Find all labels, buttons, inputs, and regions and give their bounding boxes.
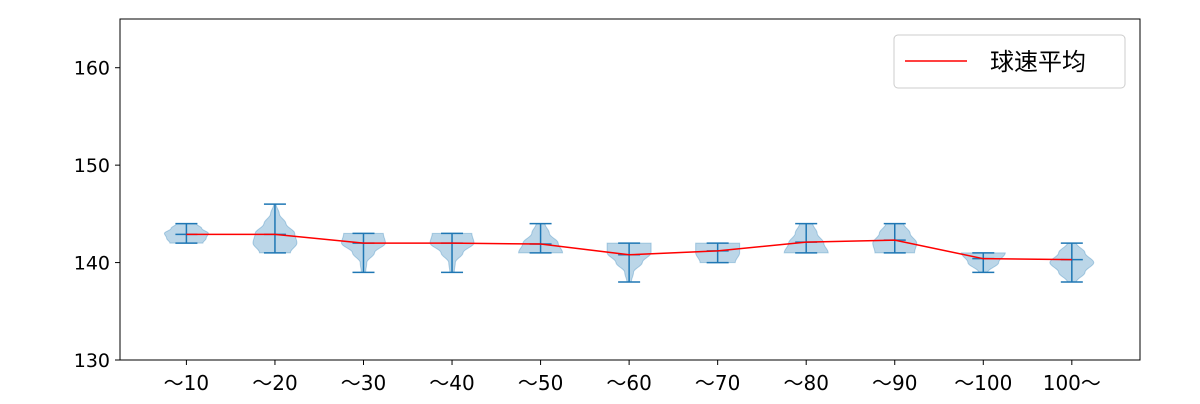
y-axis: 130 140 150 160 [74, 58, 120, 372]
legend-label: 球速平均 [990, 48, 1086, 76]
x-tick-label: ～30 [341, 371, 386, 395]
legend: 球速平均 [893, 34, 1126, 89]
mean-line [186, 233, 1072, 261]
y-tick-label: 150 [74, 155, 110, 177]
x-tick-label: 100～ [1043, 371, 1101, 395]
x-tick-label: ～20 [252, 371, 297, 395]
x-tick-label: ～90 [872, 371, 917, 395]
x-axis: ～10 ～20 ～30 ～40 ～50 ～60 ～70 ～80 ～90 ～100 100～ [164, 360, 1101, 395]
y-tick-label: 130 [74, 350, 110, 372]
violins-layer [163, 203, 1095, 283]
x-tick-label: ～40 [429, 371, 474, 395]
y-tick-label: 160 [74, 58, 110, 80]
y-tick-label: 140 [74, 253, 110, 275]
plot-frame [119, 18, 1141, 361]
x-tick-label: ～60 [606, 371, 651, 395]
mean-line-layer [186, 233, 1072, 261]
legend-box [893, 34, 1126, 89]
x-tick-label: ～50 [518, 371, 563, 395]
x-tick-label: ～80 [783, 371, 828, 395]
x-tick-label: ～70 [695, 371, 740, 395]
x-tick-label: ～10 [164, 371, 209, 395]
x-tick-label: ～100 [954, 371, 1012, 395]
